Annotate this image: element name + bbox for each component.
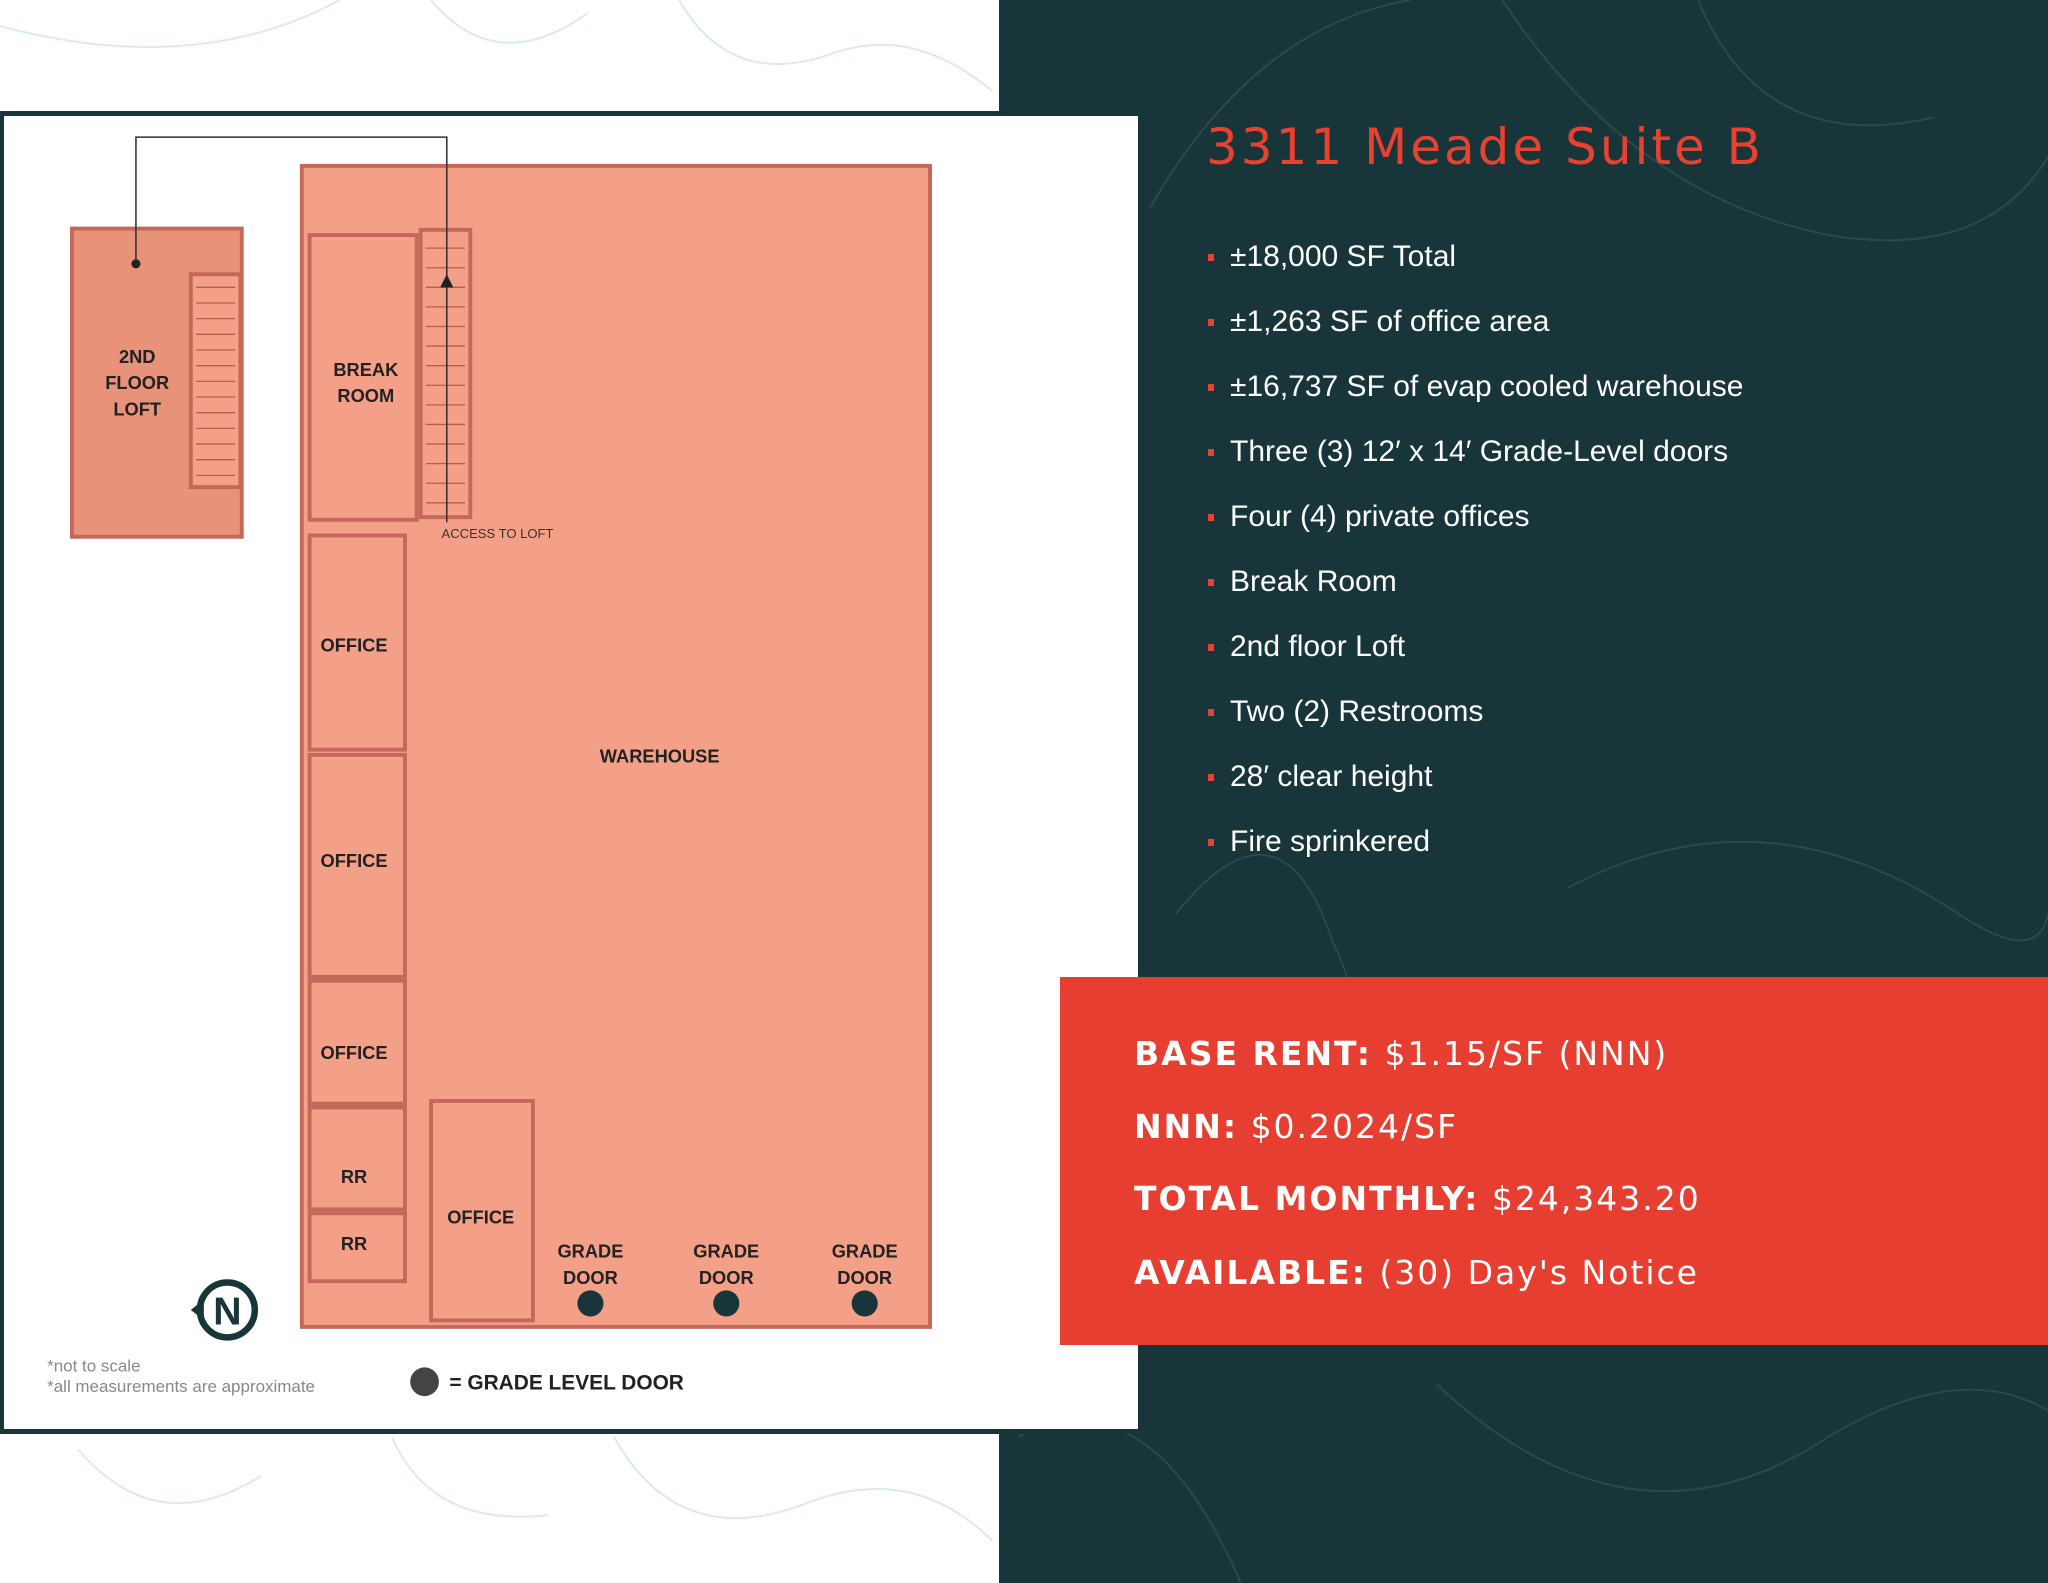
- base-rent-row: BASE RENT: $1.15/SF (NNN): [1134, 1034, 1669, 1073]
- feature-item: 28′ clear height: [1208, 754, 1743, 819]
- pricing-box: BASE RENT: $1.15/SF (NNN) NNN: $0.2024/S…: [1060, 977, 2048, 1345]
- grade-door-label: GRADE: [693, 1241, 759, 1262]
- bullet-icon: [1208, 254, 1214, 261]
- break-room-label: ROOM: [337, 385, 394, 406]
- feature-item: ±1,263 SF of office area: [1208, 299, 1743, 364]
- office-room-1: [307, 533, 407, 752]
- break-room: [307, 233, 419, 522]
- break-room-label: BREAK: [333, 359, 399, 380]
- office-room-2: [307, 752, 407, 979]
- note-not-to-scale: *not to scale: [47, 1356, 140, 1375]
- bullet-icon: [1208, 514, 1214, 521]
- bullet-icon: [1208, 839, 1214, 846]
- feature-item: Break Room: [1208, 559, 1743, 624]
- nnn-row: NNN: $0.2024/SF: [1134, 1107, 1459, 1146]
- bullet-icon: [1208, 319, 1214, 326]
- feature-item: ±16,737 SF of evap cooled warehouse: [1208, 364, 1743, 429]
- legend-marker: [410, 1367, 439, 1397]
- bullet-icon: [1208, 644, 1214, 651]
- grade-door-label: GRADE: [832, 1241, 898, 1262]
- feature-item: Four (4) private offices: [1208, 494, 1743, 559]
- feature-list: ±18,000 SF Total ±1,263 SF of office are…: [1208, 234, 1743, 884]
- floorplan: 2ND FLOOR LOFT BREAK ROOM OFFICE OFFICE …: [47, 136, 932, 1397]
- restroom-2: [307, 1211, 407, 1284]
- office-label: OFFICE: [321, 850, 388, 871]
- note-approximate: *all measurements are approximate: [47, 1377, 315, 1396]
- loft-label: 2ND: [119, 346, 156, 367]
- office-label: OFFICE: [321, 635, 388, 656]
- available-row: AVAILABLE: (30) Day's Notice: [1134, 1253, 1699, 1292]
- svg-text:N: N: [213, 1290, 241, 1333]
- office-room-4: [429, 1099, 535, 1323]
- loft-label: FLOOR: [105, 372, 169, 393]
- feature-item: ±18,000 SF Total: [1208, 234, 1743, 299]
- restroom-label: RR: [341, 1166, 367, 1187]
- stairs: [418, 227, 473, 520]
- restroom-label: RR: [341, 1233, 367, 1254]
- grade-door-label: DOOR: [837, 1267, 892, 1288]
- grade-door-marker: [851, 1290, 878, 1317]
- feature-item: Two (2) Restrooms: [1208, 689, 1743, 754]
- bullet-icon: [1208, 384, 1214, 391]
- office-label: OFFICE: [321, 1042, 388, 1063]
- bullet-icon: [1208, 709, 1214, 716]
- bullet-icon: [1208, 774, 1214, 781]
- feature-item: 2nd floor Loft: [1208, 624, 1743, 689]
- restroom-1: [307, 1105, 407, 1212]
- grade-door-label: DOOR: [563, 1267, 618, 1288]
- total-monthly-row: TOTAL MONTHLY: $24,343.20: [1134, 1179, 1701, 1218]
- access-to-loft-label: ACCESS TO LOFT: [442, 526, 554, 541]
- north-compass-icon: N: [190, 1279, 259, 1341]
- arrow-up-icon: [440, 274, 454, 288]
- grade-door-label: GRADE: [557, 1241, 623, 1262]
- bullet-icon: [1208, 579, 1214, 586]
- legend-label: = GRADE LEVEL DOOR: [449, 1372, 684, 1395]
- grade-door-marker: [577, 1290, 604, 1317]
- office-label: OFFICE: [447, 1207, 514, 1228]
- feature-item: Fire sprinkered: [1208, 819, 1743, 884]
- grade-door-label: DOOR: [699, 1267, 754, 1288]
- feature-item: Three (3) 12′ x 14′ Grade-Level doors: [1208, 429, 1743, 494]
- warehouse-label: WAREHOUSE: [600, 746, 720, 767]
- loft-label: LOFT: [113, 398, 161, 419]
- bullet-icon: [1208, 449, 1214, 456]
- grade-door-marker: [713, 1290, 740, 1317]
- loft-access-line: [135, 136, 448, 523]
- office-room-3: [307, 978, 407, 1106]
- listing-title: 3311 Meade Suite B: [1206, 118, 1764, 176]
